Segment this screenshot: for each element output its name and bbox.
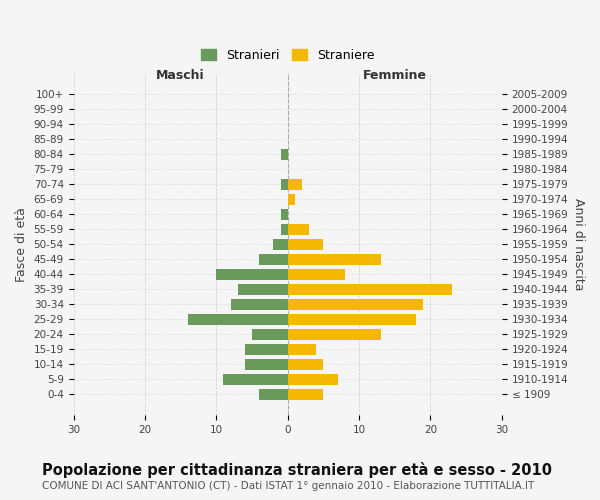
Y-axis label: Fasce di età: Fasce di età [15, 207, 28, 282]
Bar [223, 374, 287, 384]
Bar [287, 374, 338, 384]
Text: Maschi: Maschi [156, 70, 205, 82]
Bar [287, 179, 302, 190]
Bar [230, 299, 287, 310]
Bar [281, 179, 287, 190]
Text: Popolazione per cittadinanza straniera per età e sesso - 2010: Popolazione per cittadinanza straniera p… [42, 462, 552, 478]
Bar [287, 314, 416, 324]
Bar [252, 329, 287, 340]
Bar [287, 344, 316, 354]
Bar [245, 359, 287, 370]
Bar [287, 269, 345, 280]
Legend: Stranieri, Straniere: Stranieri, Straniere [201, 49, 374, 62]
Bar [259, 254, 287, 264]
Bar [188, 314, 287, 324]
Bar [217, 269, 287, 280]
Bar [287, 284, 452, 294]
Y-axis label: Anni di nascita: Anni di nascita [572, 198, 585, 290]
Bar [287, 239, 323, 250]
Bar [238, 284, 287, 294]
Bar [287, 359, 323, 370]
Text: Femmine: Femmine [363, 70, 427, 82]
Bar [287, 299, 424, 310]
Bar [287, 254, 380, 264]
Bar [274, 239, 287, 250]
Bar [287, 329, 380, 340]
Text: COMUNE DI ACI SANT'ANTONIO (CT) - Dati ISTAT 1° gennaio 2010 - Elaborazione TUTT: COMUNE DI ACI SANT'ANTONIO (CT) - Dati I… [42, 481, 534, 491]
Bar [287, 194, 295, 204]
Bar [259, 389, 287, 400]
Bar [287, 389, 323, 400]
Bar [287, 224, 309, 234]
Bar [245, 344, 287, 354]
Bar [281, 149, 287, 160]
Bar [281, 224, 287, 234]
Bar [281, 209, 287, 220]
